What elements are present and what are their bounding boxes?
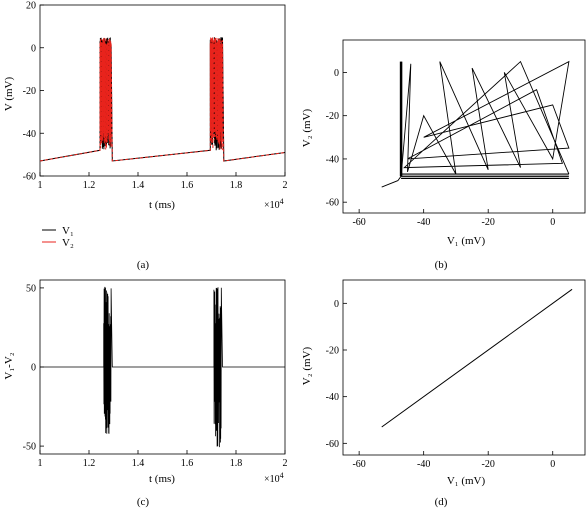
sync-line (381, 288, 573, 428)
panel-a-xtick-label: 1.8 (230, 180, 243, 191)
panel-b-xtick-label: -20 (482, 217, 495, 228)
panel-a-exponent: ×104 (264, 197, 284, 211)
panel-c-xtick-label: 1.6 (181, 458, 194, 469)
panel-a-xlabel: t (ms) (149, 199, 175, 211)
panel-b-ytick-label: 0 (334, 68, 339, 79)
panel-a-xtick-label: 1.6 (181, 180, 194, 191)
series-difference-line (40, 286, 285, 448)
legend: V₁ V₂ (42, 225, 74, 249)
panel-d-ytick-label: -40 (326, 392, 339, 403)
panel-b-xlabel: V₁ (mV) (447, 235, 486, 247)
panel-c-exponent-base: ×10 (264, 474, 280, 485)
panel-d-caption: (d) (435, 496, 448, 508)
panel-a-caption: (a) (137, 259, 150, 271)
panel-b-xtick-label: -60 (352, 217, 365, 228)
panel-d-xtick-label: 0 (550, 459, 555, 470)
panel-d-ytick-label: -20 (326, 346, 339, 357)
panel-b-ylabel: V₂ (mV) (301, 108, 313, 147)
panel-b-ytick-label: -20 (326, 111, 339, 122)
panel-a-xtick-label: 1.4 (132, 180, 145, 191)
panel-c-xtick-label: 1 (38, 458, 43, 469)
panel-d-ytick-label: -60 (326, 439, 339, 450)
panel-b-xtick-label: -40 (417, 217, 430, 228)
panel-a-exponent-base: ×10 (264, 200, 280, 211)
panel-d-xtick-label: -20 (482, 459, 495, 470)
panel-c-xtick-label: 1.8 (230, 458, 243, 469)
panel-a-ytick-label: -20 (23, 86, 36, 97)
panel-a-ytick-label: -60 (23, 172, 36, 183)
panel-a-ytick-label: -40 (23, 129, 36, 140)
panel-c-plot: 1 1.2 1.4 1.6 1.8 2 50 0 -50 (23, 279, 288, 469)
panel-c-xlabel: t (ms) (149, 473, 175, 485)
panel-b-ytick-label: -40 (326, 154, 339, 165)
panel-c-ytick-label: 0 (31, 363, 36, 374)
panel-c-xtick-label: 1.4 (132, 458, 145, 469)
panel-c: 1 1.2 1.4 1.6 1.8 2 50 0 -50 V₁-V₂ t (ms) ×104 (… (3, 279, 288, 508)
panel-b-frame (342, 39, 586, 214)
panel-d-xtick-label: -60 (352, 459, 365, 470)
panel-d-xtick-label: -40 (417, 459, 430, 470)
panel-c-exponent-power: 4 (280, 471, 284, 480)
panel-a-ylabel: V (mV) (3, 77, 15, 112)
panel-a-xtick-label: 1 (38, 180, 43, 191)
panel-d: -60 -40 -20 0 0 -20 -40 -60 V₂ (mV) V₁ (mV) (d) (301, 279, 586, 508)
panel-d-frame (342, 279, 586, 456)
panel-d-xlabel: V₁ (mV) (447, 475, 486, 487)
panel-c-ytick-label: 50 (26, 283, 36, 294)
panel-b-ytick-label: -60 (326, 198, 339, 209)
panel-c-xtick-label: 2 (283, 458, 288, 469)
panel-a-ytick-label: 20 (26, 1, 36, 12)
panel-a-plot: 1 1.2 1.4 1.6 1.8 2 20 0 -20 -40 -60 (23, 1, 288, 192)
panel-b-plot: -60 -40 -20 0 0 -20 -40 -60 (326, 39, 586, 228)
panel-a-frame (39, 4, 286, 177)
series-V₂-line (39, 37, 286, 162)
panel-a-xtick-label: 1.2 (83, 180, 96, 191)
panel-a-ytick-label: 0 (31, 43, 36, 54)
panel-c-ylabel: V₁-V₂ (3, 352, 15, 379)
panel-b-caption: (b) (435, 259, 448, 271)
series-V₁-line (39, 37, 286, 162)
panel-c-exponent: ×104 (264, 471, 284, 485)
panel-c-caption: (c) (137, 496, 150, 508)
legend-label-v1: V₁ (62, 225, 74, 237)
phase-trajectory (381, 60, 570, 188)
panel-a-exponent-power: 4 (280, 197, 284, 206)
panel-d-ylabel: V₂ (mV) (301, 346, 313, 385)
panel-b: -60 -40 -20 0 0 -20 -40 -60 V₂ (mV) V₁ (mV) (b) (301, 39, 586, 271)
panel-c-xtick-label: 1.2 (83, 458, 96, 469)
panel-a-xtick-label: 2 (283, 180, 288, 191)
panel-c-ytick-label: -50 (23, 442, 36, 453)
panel-a: 1 1.2 1.4 1.6 1.8 2 20 0 -20 -40 -60 V (mV) t (ms)… (3, 1, 288, 272)
panel-b-xtick-label: 0 (550, 217, 555, 228)
panel-d-ytick-label: 0 (334, 299, 339, 310)
panel-d-plot: -60 -40 -20 0 0 -20 -40 -60 (326, 279, 586, 470)
legend-label-v2: V₂ (62, 237, 74, 249)
